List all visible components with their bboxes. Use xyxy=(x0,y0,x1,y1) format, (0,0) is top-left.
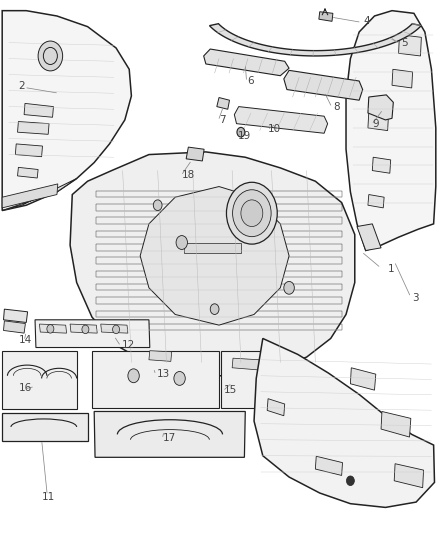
Polygon shape xyxy=(350,368,376,390)
Text: 10: 10 xyxy=(268,124,281,134)
Polygon shape xyxy=(315,456,343,475)
Text: 16: 16 xyxy=(18,383,32,393)
Text: 19: 19 xyxy=(238,131,251,141)
Circle shape xyxy=(47,325,54,333)
Polygon shape xyxy=(368,112,389,131)
Text: 18: 18 xyxy=(182,170,195,180)
Text: 17: 17 xyxy=(163,433,176,443)
Polygon shape xyxy=(217,98,230,109)
Circle shape xyxy=(153,200,162,211)
Text: 14: 14 xyxy=(18,335,32,345)
Polygon shape xyxy=(232,358,259,370)
Polygon shape xyxy=(319,12,333,21)
Polygon shape xyxy=(18,122,49,134)
Polygon shape xyxy=(2,413,88,441)
Polygon shape xyxy=(140,187,289,325)
Circle shape xyxy=(128,369,139,383)
Polygon shape xyxy=(267,399,285,416)
Polygon shape xyxy=(204,49,289,76)
Polygon shape xyxy=(24,103,53,117)
Polygon shape xyxy=(234,107,328,133)
Polygon shape xyxy=(221,351,289,408)
Polygon shape xyxy=(186,147,204,161)
Polygon shape xyxy=(70,324,97,333)
Text: 2: 2 xyxy=(18,82,25,91)
Polygon shape xyxy=(357,224,381,251)
Circle shape xyxy=(176,236,187,249)
Polygon shape xyxy=(368,195,384,208)
Polygon shape xyxy=(392,69,413,88)
Circle shape xyxy=(210,304,219,314)
Polygon shape xyxy=(254,338,434,507)
Text: 1: 1 xyxy=(388,264,394,274)
Polygon shape xyxy=(39,324,67,333)
Polygon shape xyxy=(70,152,355,376)
Text: 11: 11 xyxy=(42,492,55,502)
Text: 8: 8 xyxy=(333,102,339,111)
Polygon shape xyxy=(284,70,363,100)
Polygon shape xyxy=(4,309,28,322)
Polygon shape xyxy=(149,351,172,361)
Text: 15: 15 xyxy=(223,385,237,395)
Circle shape xyxy=(38,41,63,71)
Polygon shape xyxy=(2,11,131,211)
Polygon shape xyxy=(399,35,421,56)
Polygon shape xyxy=(35,320,150,348)
Text: 4: 4 xyxy=(364,17,370,26)
Polygon shape xyxy=(209,23,421,56)
Polygon shape xyxy=(4,321,25,333)
Circle shape xyxy=(346,476,354,486)
Polygon shape xyxy=(101,324,128,333)
Circle shape xyxy=(113,325,120,334)
Circle shape xyxy=(226,182,277,244)
Polygon shape xyxy=(346,11,436,251)
Text: 7: 7 xyxy=(219,115,226,125)
Polygon shape xyxy=(184,243,241,253)
Polygon shape xyxy=(15,144,42,157)
Text: 9: 9 xyxy=(372,119,379,128)
Circle shape xyxy=(284,281,294,294)
Polygon shape xyxy=(2,179,77,211)
Text: 3: 3 xyxy=(412,294,418,303)
Polygon shape xyxy=(92,351,219,408)
Circle shape xyxy=(233,190,271,237)
Text: 12: 12 xyxy=(122,341,135,350)
Text: 6: 6 xyxy=(247,76,254,86)
Polygon shape xyxy=(394,464,424,488)
Polygon shape xyxy=(381,411,411,437)
Polygon shape xyxy=(372,157,391,173)
Circle shape xyxy=(241,200,263,227)
Polygon shape xyxy=(2,351,77,409)
Polygon shape xyxy=(368,95,393,120)
Text: 5: 5 xyxy=(401,38,407,47)
Polygon shape xyxy=(18,167,38,178)
Circle shape xyxy=(237,127,245,137)
Circle shape xyxy=(174,372,185,385)
Text: 13: 13 xyxy=(157,369,170,379)
Circle shape xyxy=(82,325,89,334)
Polygon shape xyxy=(2,184,58,208)
Polygon shape xyxy=(94,411,245,457)
